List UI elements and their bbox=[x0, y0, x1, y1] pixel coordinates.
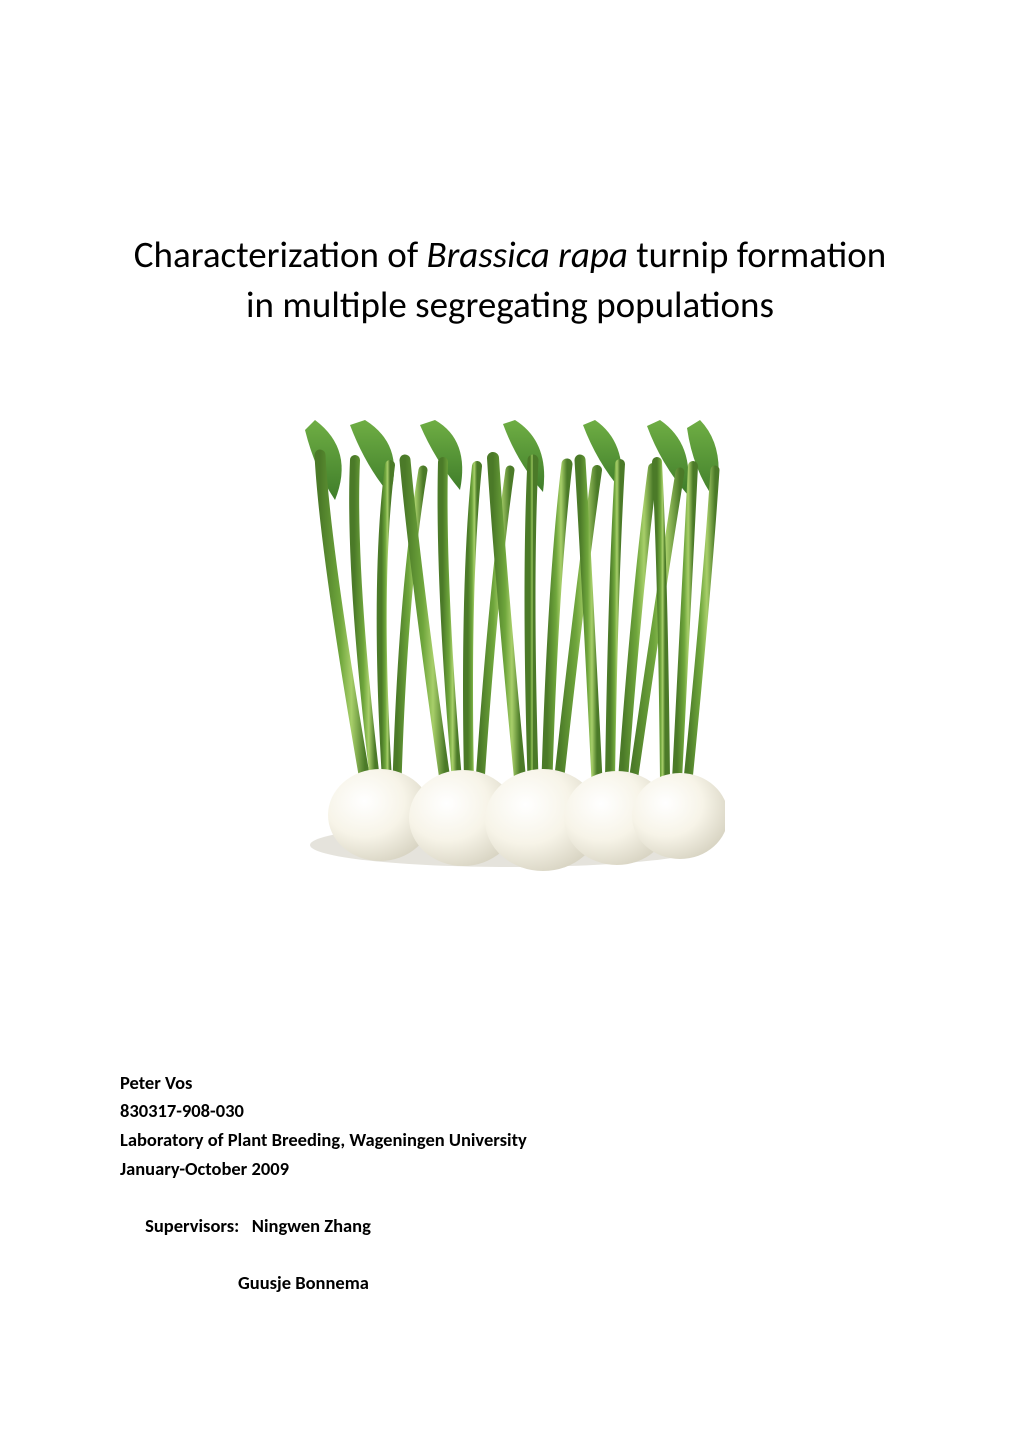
title-italic: Brassica rapa bbox=[426, 232, 627, 277]
page-root: Characterization of Brassica rapa turnip… bbox=[0, 0, 1020, 1443]
supervisor-1: Ningwen Zhang bbox=[252, 1212, 371, 1241]
title-block: Characterization of Brassica rapa turnip… bbox=[120, 230, 900, 330]
title-post: turnip formation bbox=[628, 232, 886, 277]
supervisors-label: Supervisors: bbox=[145, 1212, 239, 1241]
stalk bbox=[657, 462, 665, 780]
stalk bbox=[468, 466, 477, 780]
meta-block: Peter Vos 830317-908-030 Laboratory of P… bbox=[120, 1069, 527, 1298]
period: January-October 2009 bbox=[120, 1155, 527, 1184]
bulb bbox=[632, 773, 725, 859]
stalk bbox=[610, 464, 620, 780]
stalk bbox=[443, 462, 457, 780]
title-pre: Characterization of bbox=[134, 232, 427, 277]
figure-wrap bbox=[120, 420, 900, 875]
author-id: 830317-908-030 bbox=[120, 1097, 527, 1126]
title-line-2: in multiple segregating populations bbox=[120, 280, 900, 330]
title-line-1: Characterization of Brassica rapa turnip… bbox=[120, 230, 900, 280]
turnip-illustration bbox=[295, 420, 725, 875]
supervisor-2: Guusje Bonnema bbox=[238, 1269, 527, 1298]
stalk bbox=[530, 460, 533, 778]
stalk bbox=[382, 465, 390, 780]
author-name: Peter Vos bbox=[120, 1069, 527, 1098]
affiliation: Laboratory of Plant Breeding, Wageningen… bbox=[120, 1126, 527, 1155]
supervisors-row: Supervisors: Ningwen Zhang bbox=[120, 1183, 527, 1269]
